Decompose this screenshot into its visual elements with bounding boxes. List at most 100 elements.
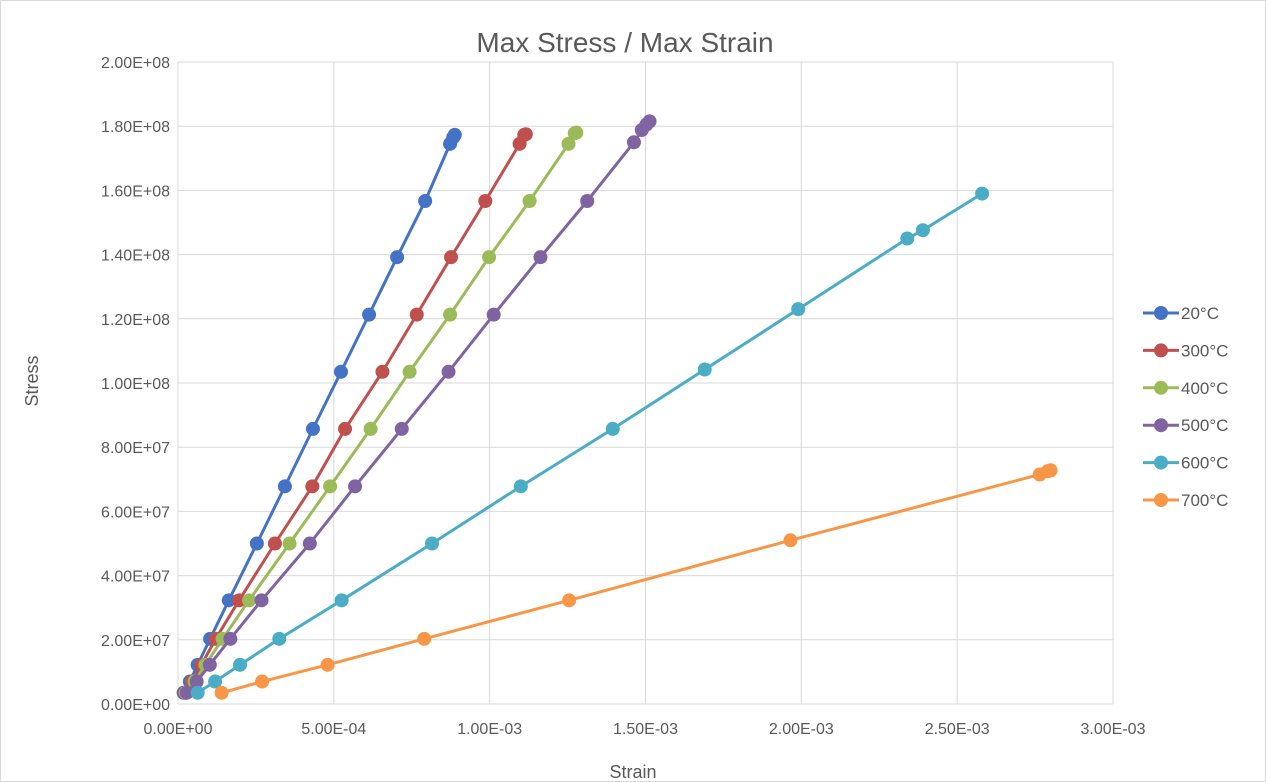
y-axis-title: Stress bbox=[22, 355, 42, 406]
data-point bbox=[915, 223, 930, 238]
data-point bbox=[642, 114, 657, 129]
data-point bbox=[323, 479, 338, 494]
legend-marker bbox=[1154, 306, 1168, 320]
series-group bbox=[176, 114, 1058, 700]
x-tick-label: 0.00E+00 bbox=[144, 721, 213, 738]
data-point bbox=[320, 657, 335, 672]
data-point bbox=[522, 193, 537, 208]
data-point bbox=[242, 593, 257, 608]
data-point bbox=[305, 479, 320, 494]
data-point bbox=[562, 593, 577, 608]
y-tick-label: 8.00E+07 bbox=[101, 440, 170, 457]
legend-marker bbox=[1154, 343, 1168, 358]
data-point bbox=[518, 127, 533, 142]
x-tick-label: 1.00E-03 bbox=[457, 721, 522, 738]
data-point bbox=[179, 685, 194, 700]
y-tick-label: 2.00E+08 bbox=[101, 55, 170, 72]
legend-item: 400°C bbox=[1143, 379, 1228, 398]
x-tick-label: 3.00E-03 bbox=[1081, 721, 1146, 738]
data-point bbox=[190, 685, 205, 700]
y-tick-label: 1.00E+08 bbox=[101, 376, 170, 393]
x-tick-label: 2.50E-03 bbox=[925, 721, 990, 738]
data-point bbox=[267, 536, 282, 551]
data-point bbox=[223, 631, 238, 646]
data-point bbox=[208, 674, 223, 689]
x-tick-label: 1.50E-03 bbox=[613, 721, 678, 738]
legend-marker bbox=[1154, 493, 1168, 507]
data-point bbox=[441, 364, 456, 379]
data-point bbox=[375, 364, 390, 379]
legend-marker bbox=[1154, 455, 1168, 470]
x-axis-title: Strain bbox=[609, 762, 656, 782]
data-point bbox=[561, 136, 576, 151]
legend-label: 700°C bbox=[1181, 491, 1228, 510]
data-point bbox=[486, 307, 501, 322]
series-3 bbox=[179, 114, 657, 700]
data-point bbox=[255, 674, 270, 689]
chart-title: Max Stress / Max Strain bbox=[476, 27, 773, 58]
legend-item: 500°C bbox=[1143, 416, 1228, 435]
legend-label: 400°C bbox=[1181, 379, 1228, 398]
data-point bbox=[1043, 463, 1058, 478]
data-point bbox=[282, 536, 297, 551]
data-point bbox=[447, 127, 462, 142]
x-tick-label: 2.00E-03 bbox=[769, 721, 834, 738]
data-point bbox=[900, 231, 915, 246]
legend-label: 600°C bbox=[1181, 454, 1228, 473]
data-point bbox=[791, 302, 806, 317]
data-point bbox=[302, 536, 317, 551]
data-point bbox=[305, 421, 320, 436]
data-point bbox=[214, 685, 229, 700]
data-point bbox=[334, 364, 348, 379]
data-point bbox=[626, 135, 641, 150]
y-tick-label: 2.00E+07 bbox=[101, 633, 170, 650]
y-tick-label: 1.80E+08 bbox=[101, 119, 170, 136]
series-5 bbox=[214, 463, 1058, 700]
data-point bbox=[478, 193, 493, 208]
tick-labels: 0.00E+00 2.00E+07 4.00E+07 6.00E+07 8.00E+07… bbox=[101, 55, 1146, 738]
y-tick-label: 1.60E+08 bbox=[101, 183, 170, 200]
data-point bbox=[254, 593, 269, 608]
data-point bbox=[605, 421, 620, 436]
data-point bbox=[409, 307, 424, 322]
legend-item: 700°C bbox=[1143, 491, 1228, 510]
legend-item: 20°C bbox=[1143, 304, 1219, 323]
data-point bbox=[697, 362, 712, 377]
data-point bbox=[277, 479, 292, 494]
data-point bbox=[348, 479, 363, 494]
data-point bbox=[418, 193, 433, 208]
y-tick-label: 1.20E+08 bbox=[101, 312, 170, 329]
x-tick-label: 5.00E-04 bbox=[301, 721, 366, 738]
data-point bbox=[390, 250, 405, 265]
y-tick-label: 0.00E+00 bbox=[101, 697, 170, 714]
data-point bbox=[334, 593, 349, 608]
data-point bbox=[363, 421, 378, 436]
data-point bbox=[417, 631, 432, 646]
data-point bbox=[533, 250, 548, 265]
data-point bbox=[394, 421, 409, 436]
series-4 bbox=[190, 186, 990, 700]
data-point bbox=[580, 193, 595, 208]
data-point bbox=[189, 674, 204, 689]
data-point bbox=[425, 536, 440, 551]
data-point bbox=[338, 421, 353, 436]
data-point bbox=[202, 657, 217, 672]
data-point bbox=[402, 364, 417, 379]
legend: 20°C 300°C 400°C 500°C 600°C 700°C bbox=[1143, 304, 1228, 510]
legend-item: 600°C bbox=[1143, 454, 1228, 473]
legend-marker bbox=[1154, 380, 1168, 395]
y-tick-label: 1.40E+08 bbox=[101, 248, 170, 265]
data-point bbox=[783, 533, 798, 548]
data-point bbox=[444, 250, 459, 265]
data-point bbox=[569, 125, 584, 140]
data-point bbox=[362, 307, 377, 322]
legend-item: 300°C bbox=[1143, 341, 1228, 360]
data-point bbox=[232, 593, 247, 608]
data-point bbox=[443, 307, 458, 322]
legend-label: 300°C bbox=[1181, 341, 1228, 360]
y-tick-label: 4.00E+07 bbox=[101, 569, 170, 586]
data-point bbox=[513, 479, 528, 494]
